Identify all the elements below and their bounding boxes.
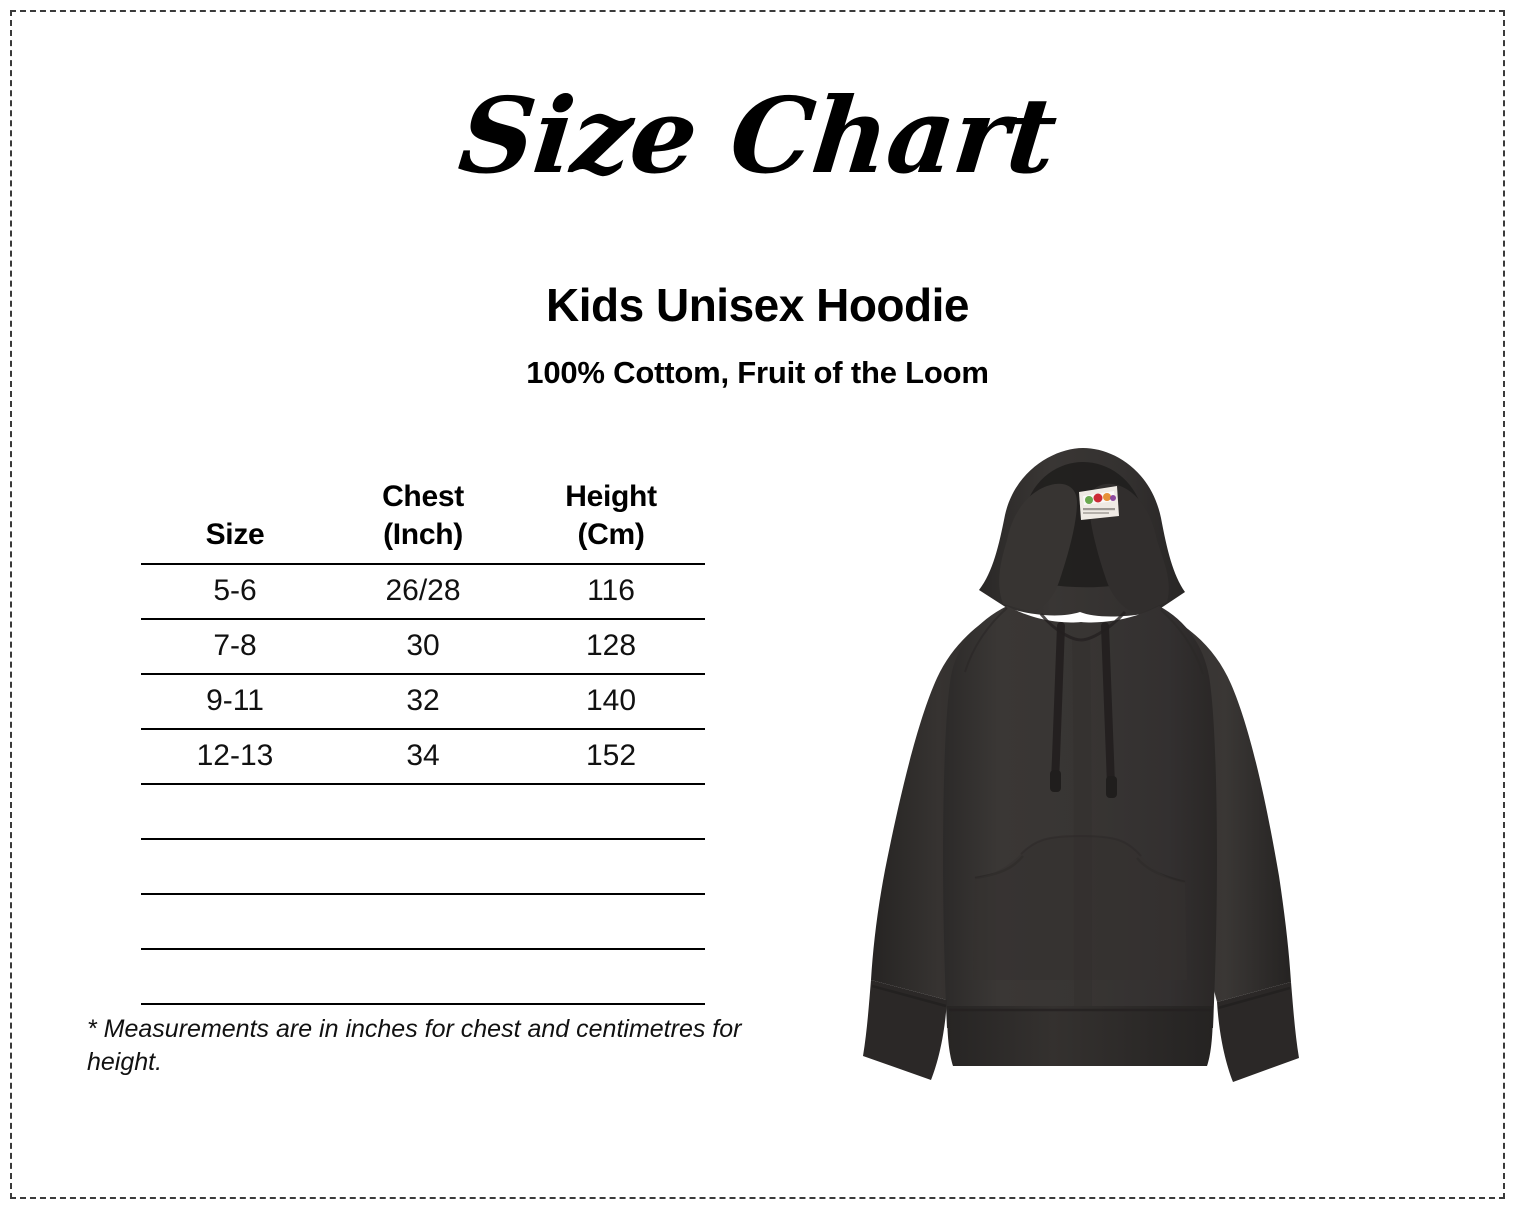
table-row-blank <box>141 838 705 895</box>
table-row-blank <box>141 893 705 950</box>
column-header-height: Height (Cm) <box>517 478 705 565</box>
hoodie-illustration <box>863 448 1299 1082</box>
cell-size: 7-8 <box>141 618 329 675</box>
cell-blank <box>329 838 517 895</box>
cell-blank <box>517 783 705 840</box>
size-table: Size Chest (Inch) Height (Cm) 5-6 26/28 … <box>141 478 705 1005</box>
cell-height: 140 <box>517 673 705 730</box>
cell-blank <box>517 838 705 895</box>
table-row-blank <box>141 948 705 1005</box>
cell-blank <box>141 893 329 950</box>
column-header-chest: Chest (Inch) <box>329 478 517 565</box>
table-row: 5-6 26/28 116 <box>141 563 705 620</box>
column-header-size: Size <box>141 478 329 565</box>
cell-blank <box>329 783 517 840</box>
column-header-height-line2: (Cm) <box>577 518 645 552</box>
cell-blank <box>517 893 705 950</box>
hoodie-hem-rib <box>947 1006 1213 1066</box>
cell-blank <box>141 838 329 895</box>
cell-blank <box>329 893 517 950</box>
cell-blank <box>517 948 705 1005</box>
hoodie-right-cuff <box>1217 982 1299 1082</box>
cell-height: 116 <box>517 563 705 620</box>
cell-height: 152 <box>517 728 705 785</box>
cell-blank <box>141 948 329 1005</box>
column-header-size-line1: Size <box>205 518 265 552</box>
table-row: 7-8 30 128 <box>141 618 705 675</box>
hoodie-hood <box>979 448 1185 617</box>
fruit-of-the-loom-label-icon <box>1079 486 1119 520</box>
cell-height: 128 <box>517 618 705 675</box>
page-title: Size Chart <box>453 74 1062 197</box>
product-material: 100% Cottom, Fruit of the Loom <box>526 355 989 390</box>
column-header-height-line1: Height <box>565 480 657 513</box>
cell-chest: 30 <box>329 618 517 675</box>
cell-chest: 32 <box>329 673 517 730</box>
hoodie-product-image <box>855 440 1305 1135</box>
cell-blank <box>141 783 329 840</box>
table-header-row: Size Chest (Inch) Height (Cm) <box>141 478 705 565</box>
size-table-container: Size Chest (Inch) Height (Cm) 5-6 26/28 … <box>141 478 705 1005</box>
hoodie-kangaroo-pocket <box>973 834 1187 980</box>
cell-chest: 34 <box>329 728 517 785</box>
cell-size: 9-11 <box>141 673 329 730</box>
hoodie-left-cuff <box>863 980 947 1080</box>
cell-size: 12-13 <box>141 728 329 785</box>
cell-blank <box>329 948 517 1005</box>
measurements-footnote: * Measurements are in inches for chest a… <box>87 1015 742 1076</box>
cell-chest: 26/28 <box>329 563 517 620</box>
cell-size: 5-6 <box>141 563 329 620</box>
table-row: 12-13 34 152 <box>141 728 705 785</box>
table-row: 9-11 32 140 <box>141 673 705 730</box>
product-name: Kids Unisex Hoodie <box>546 279 969 331</box>
column-header-chest-line1: Chest <box>382 480 464 513</box>
table-row-blank <box>141 783 705 840</box>
hoodie-drawstrings <box>1050 622 1117 798</box>
column-header-chest-line2: (Inch) <box>383 518 463 552</box>
